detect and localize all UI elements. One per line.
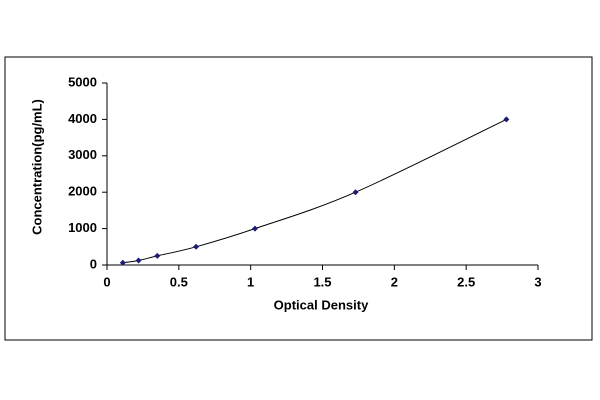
- data-point: [154, 252, 161, 259]
- x-tick-label: 3: [534, 274, 541, 289]
- data-point: [503, 116, 510, 123]
- y-tick-label: 3000: [68, 147, 97, 162]
- x-tick-label: 1: [247, 274, 254, 289]
- x-tick-label: 1.5: [313, 274, 331, 289]
- y-tick-label: 4000: [68, 111, 97, 126]
- x-axis-label: Optical Density: [274, 297, 369, 312]
- data-point: [119, 259, 126, 266]
- data-point: [352, 189, 359, 196]
- x-tick-label: 0.5: [170, 274, 188, 289]
- y-axis-label: Concentration(pg/mL): [29, 99, 44, 235]
- y-tick-label: 2000: [68, 184, 97, 199]
- chart-frame: [4, 56, 593, 341]
- x-tick-label: 2.5: [457, 274, 475, 289]
- y-tick-label: 1000: [68, 220, 97, 235]
- data-point: [251, 225, 258, 232]
- data-point: [193, 243, 200, 250]
- data-point: [135, 257, 142, 264]
- x-tick-label: 2: [391, 274, 398, 289]
- y-tick-label: 5000: [68, 74, 97, 89]
- x-tick-label: 0: [103, 274, 110, 289]
- y-tick-label: 0: [90, 256, 97, 271]
